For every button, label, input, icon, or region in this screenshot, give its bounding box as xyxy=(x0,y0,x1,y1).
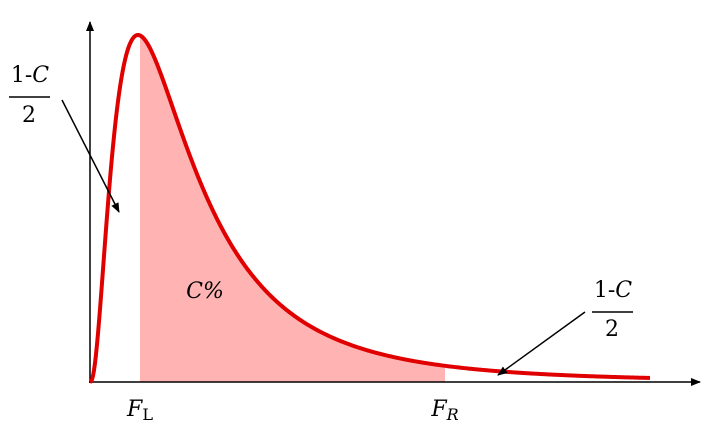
lower-bound-label: FL xyxy=(126,397,153,424)
central-area xyxy=(140,35,445,382)
right-arrow xyxy=(497,311,586,376)
upper-bound-label: FR xyxy=(430,397,458,424)
density-curve xyxy=(89,32,651,384)
right-numerator: 1-C xyxy=(594,278,632,303)
left-numerator: 1-C xyxy=(11,63,49,88)
left-denominator: 2 xyxy=(22,103,36,128)
left-arrow xyxy=(61,99,120,213)
center-label: C% xyxy=(186,279,224,304)
right-denominator: 2 xyxy=(605,317,619,342)
